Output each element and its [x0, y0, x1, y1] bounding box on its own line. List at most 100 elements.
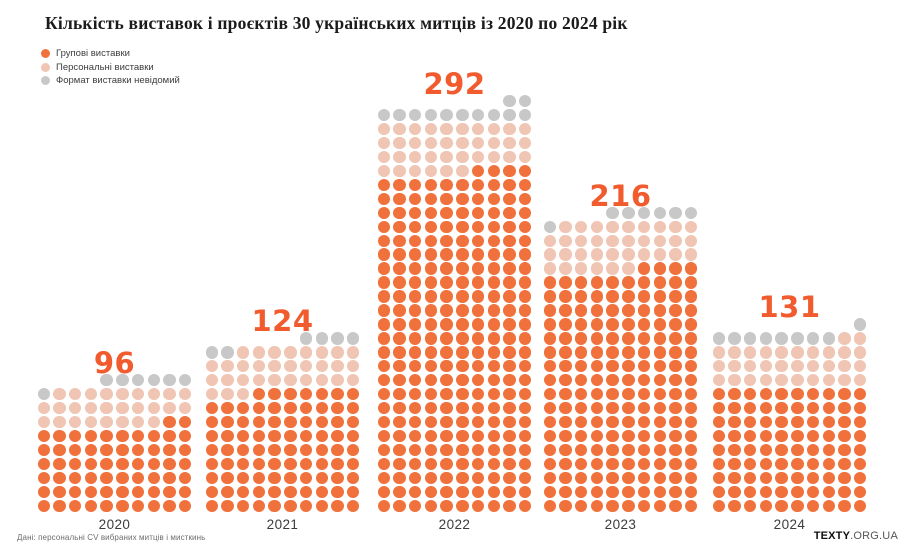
dot-group-exhibitions [487, 234, 500, 247]
dot-group-exhibitions [268, 415, 281, 429]
dot-personal-exhibitions [163, 387, 176, 401]
dot-group-exhibitions [559, 346, 572, 359]
dot-personal-exhibitions [69, 401, 82, 415]
dot-group-exhibitions [424, 178, 438, 192]
dot-group-exhibitions [822, 401, 835, 415]
dot-group-exhibitions [653, 360, 666, 373]
dot-group-exhibitions [424, 220, 438, 233]
dot-group-exhibitions [590, 346, 604, 359]
dot-personal-exhibitions [543, 262, 557, 275]
dot-personal-exhibitions [822, 374, 835, 387]
dot-group-exhibitions [806, 485, 820, 499]
dot-group-exhibitions [424, 457, 438, 471]
dot-group-exhibitions [346, 443, 360, 457]
dot-group-exhibitions [853, 499, 867, 512]
dot-group-exhibitions [759, 401, 773, 415]
dot-group-exhibitions [590, 401, 604, 415]
dot-group-exhibitions [456, 401, 469, 415]
dot-group-exhibitions [393, 401, 406, 415]
x-axis-year-label: 2022 [438, 516, 471, 532]
dot-group-exhibitions [669, 457, 682, 471]
dot-group-exhibitions [684, 374, 698, 387]
dot-group-exhibitions [622, 457, 635, 471]
dot-group-exhibitions [37, 485, 51, 499]
dot-personal-exhibitions [684, 220, 698, 233]
dot-group-exhibitions [543, 499, 557, 512]
dot-group-exhibitions [487, 401, 500, 415]
dot-group-exhibitions [822, 443, 835, 457]
dot-group-exhibitions [100, 471, 113, 485]
x-axis-year-label: 2020 [98, 516, 131, 532]
legend-label: Групові виставки [56, 48, 130, 60]
data-source-note: Дані: персональні CV вибраних митців і м… [17, 533, 206, 542]
dot-personal-exhibitions [559, 248, 572, 261]
dot-personal-exhibitions [575, 234, 588, 247]
dot-group-exhibitions [471, 192, 485, 206]
dot-group-exhibitions [684, 415, 698, 429]
dot-personal-exhibitions [268, 360, 281, 373]
dot-unknown-format [131, 374, 145, 387]
dot-group-exhibitions [268, 387, 281, 401]
dot-group-exhibitions [377, 178, 391, 192]
dot-group-exhibitions [487, 318, 500, 331]
dot-group-exhibitions [471, 387, 485, 401]
dot-unknown-format [653, 206, 666, 220]
dot-group-exhibitions [487, 192, 500, 206]
dot-group-exhibitions [838, 388, 851, 401]
dot-group-exhibitions [221, 443, 234, 457]
dot-group-exhibitions [653, 332, 666, 345]
dot-group-exhibitions [487, 457, 500, 471]
dot-personal-exhibitions [84, 387, 98, 401]
dot-group-exhibitions [775, 471, 788, 485]
dot-group-exhibitions [518, 332, 532, 345]
dot-group-exhibitions [456, 276, 469, 289]
dot-group-exhibitions [684, 457, 698, 471]
dot-unknown-format [346, 332, 360, 345]
dot-personal-exhibitions [487, 122, 500, 136]
dot-group-exhibitions [471, 178, 485, 192]
dot-group-exhibitions [237, 457, 250, 471]
dot-group-exhibitions [559, 401, 572, 415]
dot-personal-exhibitions [791, 346, 804, 359]
dot-group-exhibitions [456, 234, 469, 247]
dot-group-exhibitions [268, 457, 281, 471]
dot-group-exhibitions [346, 401, 360, 415]
dot-group-exhibitions [503, 401, 516, 415]
dot-group-exhibitions [471, 290, 485, 303]
dot-unknown-format [728, 332, 741, 345]
dot-group-exhibitions [637, 304, 651, 317]
dot-unknown-format [775, 332, 788, 345]
dot-group-exhibitions [518, 164, 532, 178]
dot-personal-exhibitions [393, 150, 406, 164]
dot-group-exhibitions [728, 457, 741, 471]
dot-personal-exhibitions [471, 122, 485, 136]
dot-group-exhibitions [393, 234, 406, 247]
dot-personal-exhibitions [100, 387, 113, 401]
dot-group-exhibitions [518, 387, 532, 401]
dot-group-exhibitions [409, 457, 422, 471]
dot-group-exhibitions [471, 262, 485, 275]
dot-group-exhibitions [131, 499, 145, 512]
dot-group-exhibitions [684, 276, 698, 289]
dot-group-exhibitions [163, 457, 176, 471]
dot-personal-exhibitions [53, 401, 66, 415]
dot-group-exhibitions [424, 360, 438, 373]
dot-group-exhibitions [575, 276, 588, 289]
dot-group-exhibitions [838, 429, 851, 443]
dot-personal-exhibitions [299, 374, 313, 387]
dot-group-exhibitions [471, 485, 485, 499]
dot-group-exhibitions [487, 471, 500, 485]
dot-group-exhibitions [791, 471, 804, 485]
dot-group-exhibitions [669, 401, 682, 415]
dot-personal-exhibitions [440, 150, 453, 164]
dot-personal-exhibitions [53, 415, 66, 429]
dot-group-exhibitions [518, 485, 532, 499]
dot-group-exhibitions [606, 415, 619, 429]
dot-group-exhibitions [456, 192, 469, 206]
dot-group-exhibitions [606, 290, 619, 303]
dot-personal-exhibitions [424, 136, 438, 150]
dot-group-exhibitions [622, 346, 635, 359]
dot-group-exhibitions [178, 471, 192, 485]
dot-group-exhibitions [637, 387, 651, 401]
